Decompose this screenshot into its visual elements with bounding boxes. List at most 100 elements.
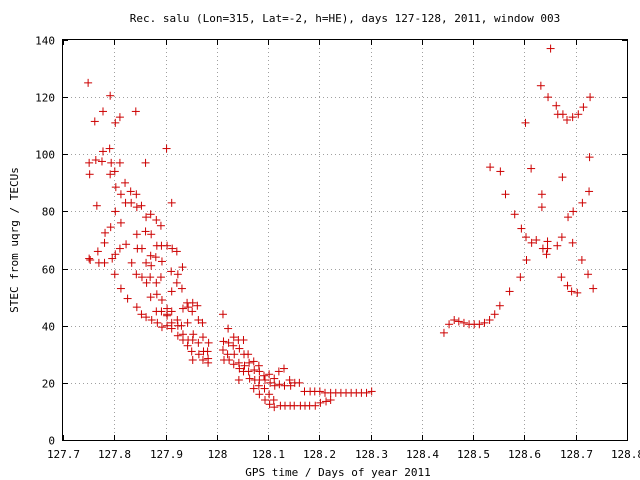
- data-point-plus: [219, 337, 228, 346]
- data-point-plus: [254, 361, 263, 370]
- x-tick-label: 128.4: [406, 448, 439, 461]
- data-point-plus: [90, 117, 99, 126]
- y-axis-label: STEC from uqrg / TECUs: [8, 167, 21, 313]
- data-point-plus: [522, 256, 531, 264]
- data-point-plus: [188, 356, 197, 364]
- data-point-plus: [568, 238, 577, 247]
- data-point-plus: [85, 254, 94, 263]
- data-point-plus: [229, 360, 238, 369]
- data-point-plus: [569, 207, 578, 216]
- data-point-plus: [157, 323, 166, 332]
- data-point-plus: [480, 318, 489, 327]
- data-point-plus: [141, 227, 150, 236]
- data-point-plus: [255, 367, 264, 376]
- x-tick-label: 128.5: [457, 448, 490, 461]
- data-point-plus: [132, 230, 141, 239]
- data-point-plus: [162, 144, 171, 153]
- data-point-plus: [261, 376, 270, 384]
- x-tick-label: 128.6: [508, 448, 541, 461]
- data-point-plus: [163, 321, 172, 330]
- x-axis: 127.7 127.8 127.9 128 128.1 128.2 128.3 128.4 12…: [47, 40, 640, 461]
- data-point-plus: [97, 157, 106, 166]
- data-point-plus: [259, 371, 268, 380]
- data-point-plus: [505, 287, 514, 296]
- data-point-plus: [157, 307, 166, 316]
- data-point-plus: [156, 221, 165, 230]
- data-point-plus: [527, 164, 536, 173]
- data-point-plus: [178, 263, 187, 272]
- data-point-plus: [577, 256, 586, 264]
- data-point-plus: [116, 218, 125, 227]
- data-point-plus: [568, 113, 577, 122]
- x-tick-label: 127.8: [98, 448, 131, 461]
- data-point-plus: [163, 241, 172, 250]
- data-point-plus: [265, 370, 274, 379]
- data-point-plus: [152, 216, 161, 224]
- data-point-plus: [146, 210, 155, 219]
- data-point-plus: [558, 173, 567, 182]
- data-point-plus: [563, 281, 572, 290]
- x-tick-label: 128.8: [611, 448, 640, 461]
- data-point-plus: [106, 170, 115, 179]
- data-point-plus: [311, 401, 320, 410]
- x-tick-label: 128.7: [560, 448, 593, 461]
- data-point-plus: [132, 190, 141, 199]
- data-point-plus: [543, 237, 552, 246]
- data-point-plus: [167, 324, 176, 333]
- data-point-plus: [521, 233, 530, 242]
- data-point-plus: [266, 378, 275, 387]
- data-point-plus: [167, 267, 176, 276]
- data-point-plus: [544, 93, 553, 102]
- data-point-plus: [173, 270, 182, 279]
- data-point-plus: [254, 381, 263, 390]
- data-point-plus: [146, 273, 155, 282]
- y-tick-label: 100: [35, 149, 55, 162]
- data-point-plus: [585, 187, 594, 196]
- data-point-plus: [234, 358, 243, 367]
- data-point-plus: [146, 251, 155, 260]
- data-point-plus: [367, 387, 376, 396]
- data-point-plus: [255, 390, 264, 399]
- data-point-plus: [265, 400, 274, 409]
- data-point-plus: [224, 324, 233, 333]
- data-point-plus: [285, 376, 294, 384]
- data-point-plus: [168, 244, 177, 253]
- data-point-plus: [116, 284, 125, 293]
- data-point-plus: [265, 390, 274, 399]
- data-point-plus: [107, 158, 116, 167]
- data-point-plus: [101, 228, 110, 237]
- data-point-plus: [142, 258, 151, 267]
- data-point-plus: [137, 201, 146, 210]
- data-point-plus: [184, 303, 193, 312]
- data-point-plus: [240, 361, 249, 370]
- data-point-plus: [173, 331, 182, 340]
- data-point-plus: [111, 118, 120, 127]
- data-point-plus: [490, 310, 499, 319]
- data-point-plus: [146, 293, 155, 302]
- data-point-plus: [225, 356, 234, 364]
- data-point-plus: [485, 316, 494, 324]
- data-point-plus: [198, 333, 207, 342]
- data-point-plus: [105, 144, 114, 153]
- y-axis: 0 20 40 60 80 100 120 140: [35, 35, 627, 448]
- data-point-plus: [127, 198, 136, 207]
- data-point-plus: [244, 367, 253, 376]
- data-point-plus: [153, 318, 162, 327]
- data-point-plus: [445, 320, 454, 329]
- data-point-plus: [111, 250, 120, 259]
- data-points: [84, 44, 598, 412]
- y-tick-label: 20: [42, 378, 55, 391]
- data-point-plus: [245, 358, 254, 367]
- data-point-plus: [537, 203, 546, 212]
- data-point-plus: [132, 303, 141, 312]
- data-point-plus: [194, 316, 203, 324]
- data-point-plus: [295, 378, 304, 387]
- data-point-plus: [142, 278, 151, 287]
- x-axis-label: GPS time / Days of year 2011: [245, 466, 430, 479]
- data-point-plus: [362, 388, 371, 397]
- data-point-plus: [557, 233, 566, 242]
- data-point-plus: [92, 201, 101, 210]
- data-point-plus: [218, 346, 227, 354]
- data-point-plus: [204, 358, 213, 367]
- y-tick-label: 140: [35, 35, 55, 48]
